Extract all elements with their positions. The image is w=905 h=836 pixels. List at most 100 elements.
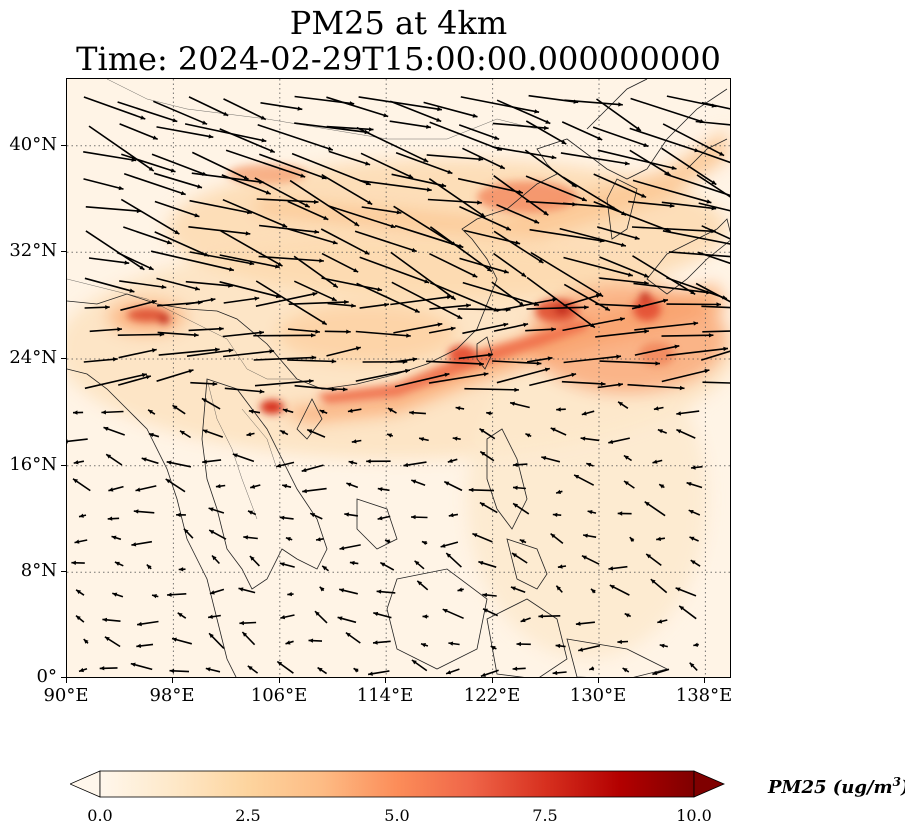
wind-arrow-head — [406, 333, 411, 338]
wind-arrow-head — [277, 661, 283, 666]
wind-arrow-head — [472, 533, 478, 538]
wind-arrow-shaft — [491, 281, 525, 307]
wind-arrow-head — [480, 672, 486, 677]
wind-arrow-head — [624, 481, 629, 486]
wind-arrow-head — [440, 543, 446, 548]
wind-arrow-head — [229, 267, 234, 272]
wind-arrow-head — [165, 479, 171, 484]
wind-arrow-head — [650, 579, 656, 584]
wind-arrow-head — [383, 113, 389, 118]
colorbar-title: PM25 (ug/m3) — [768, 775, 905, 798]
wind-arrow-head — [411, 660, 417, 665]
wind-arrow-head — [269, 148, 275, 153]
wind-arrow-head — [472, 273, 478, 278]
wind-arrow-head — [659, 643, 665, 648]
wind-arrow-shaft — [219, 254, 280, 269]
wind-arrow-head — [452, 436, 458, 441]
colorbar-gradient — [99, 770, 695, 798]
wind-arrow-head — [141, 373, 147, 378]
y-tickmark — [61, 465, 66, 466]
wind-arrow-shaft — [696, 174, 730, 198]
wind-arrow-head — [447, 458, 453, 463]
wind-arrow-head — [538, 614, 543, 619]
wind-arrow-head — [578, 647, 584, 652]
wind-arrow-head — [550, 533, 556, 539]
wind-arrow-head — [247, 665, 253, 671]
wind-arrow-head — [276, 463, 282, 468]
wind-arrow-head — [424, 279, 430, 284]
wind-arrow-head — [466, 303, 471, 308]
wind-arrow-head — [353, 268, 359, 273]
wind-arrow-head — [385, 539, 390, 544]
wind-arrow-head — [339, 546, 345, 551]
wind-arrow-shaft — [224, 387, 265, 393]
wind-arrow-head — [269, 349, 275, 354]
wind-arrow-head — [618, 401, 623, 407]
wind-arrow-shaft — [701, 101, 730, 110]
wind-arrow-shaft — [525, 175, 588, 202]
wind-arrow-head — [322, 565, 328, 571]
wind-arrow-shaft — [327, 302, 356, 307]
wind-arrow-shaft — [427, 198, 482, 204]
wind-arrow-head — [345, 632, 351, 637]
wind-arrow-head — [634, 235, 640, 240]
x-tickmark — [704, 678, 705, 683]
wind-arrow-head — [525, 433, 531, 438]
wind-arrow-shaft — [423, 101, 478, 118]
wind-arrow-head — [571, 182, 577, 188]
wind-arrow-shaft — [359, 303, 390, 309]
colorbar-extend-max — [693, 770, 725, 798]
wind-arrow-head — [319, 586, 325, 592]
wind-arrow-head — [312, 292, 318, 297]
wind-arrow-shaft — [254, 177, 311, 208]
wind-arrow-head — [656, 536, 662, 541]
map-subtitle-time: Time: 2024-02-29T15:00:00.000000000 — [76, 40, 721, 78]
wind-arrow-head — [686, 482, 692, 487]
wind-arrow-shaft — [464, 387, 519, 391]
wind-arrow-head — [457, 587, 463, 592]
wind-arrow-head — [652, 670, 658, 675]
wind-arrow-shaft — [564, 99, 623, 106]
colorbar-svg — [70, 770, 725, 798]
wind-arrow-shaft — [633, 282, 711, 294]
coastlines — [67, 79, 730, 677]
wind-arrow-shaft — [457, 177, 524, 194]
wind-arrow-shaft — [493, 175, 549, 216]
wind-arrow-head — [202, 429, 208, 434]
wind-arrow-shaft — [254, 379, 314, 387]
wind-arrow-head — [444, 481, 450, 486]
wind-arrow-head — [657, 429, 663, 434]
wind-arrow-shaft — [117, 333, 165, 336]
wind-arrow-head — [176, 512, 181, 518]
wind-arrow-head — [387, 433, 392, 438]
wind-arrow-head — [319, 409, 325, 414]
wind-arrow-shaft — [426, 360, 484, 365]
wind-arrow-shaft — [191, 151, 249, 181]
wind-arrow-head — [114, 561, 120, 566]
wind-arrow-shaft — [695, 120, 730, 126]
wind-arrow-head — [265, 190, 271, 195]
y-tick-label: 0° — [36, 666, 57, 687]
wind-arrow-head — [208, 134, 214, 139]
wind-arrow-shaft — [118, 348, 157, 359]
wind-arrow-head — [250, 484, 256, 489]
map-panel[interactable] — [66, 78, 731, 678]
wind-arrow-shaft — [631, 226, 716, 233]
wind-arrow-shaft — [119, 123, 158, 140]
wind-arrow-head — [279, 562, 285, 567]
wind-arrow-shaft — [83, 96, 146, 120]
wind-arrow-head — [571, 372, 577, 377]
wind-arrow-shaft — [88, 257, 130, 264]
wind-arrow-head — [74, 539, 80, 544]
wind-arrow-shaft — [293, 280, 337, 302]
wind-arrow-head — [280, 615, 286, 620]
x-tickmark — [66, 678, 67, 683]
wind-arrow-head — [482, 592, 487, 598]
wind-arrow-head — [411, 514, 416, 520]
wind-arrow-head — [208, 507, 214, 512]
wind-arrow-head — [73, 410, 78, 415]
wind-arrow-head — [600, 381, 606, 386]
wind-arrow-head — [536, 361, 542, 366]
wind-arrow-head — [248, 510, 253, 515]
wind-arrow-shaft — [186, 349, 234, 357]
